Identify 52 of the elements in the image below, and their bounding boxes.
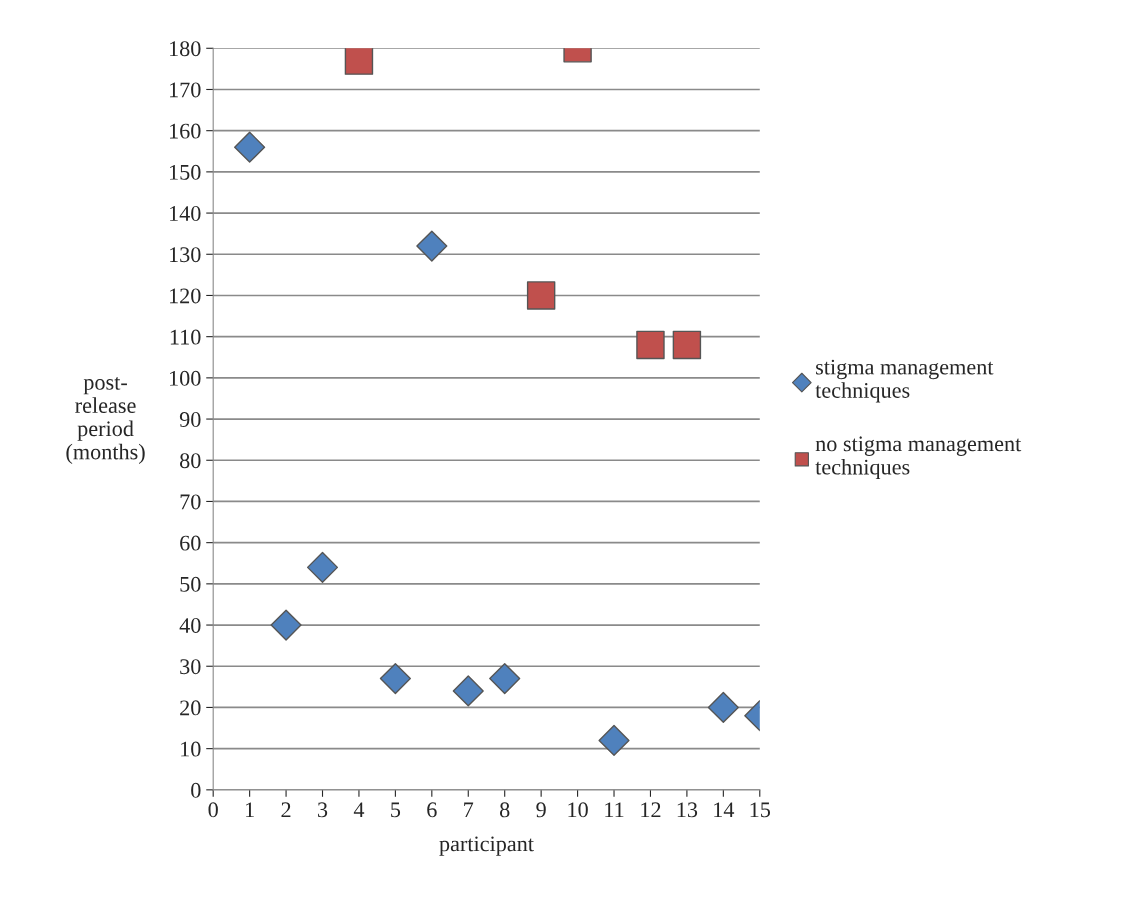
x-tick-label: 12 [641,802,661,818]
y-tick-label: 140 [170,206,201,221]
x-tick-label: 0 [208,802,218,818]
y-tick-label: 60 [180,535,201,551]
point [636,330,665,360]
y-tick-label: 20 [180,700,201,716]
legend-label: no stigma management techniques [815,436,1022,480]
x-tick-label: 11 [605,802,624,818]
point [416,230,448,262]
x-tick-label: 15 [750,802,771,818]
y-tick-label: 160 [170,123,201,139]
x-tick-label: 13 [677,802,698,818]
y-tick-label: 30 [180,659,201,675]
x-tick-label: 6 [427,802,437,818]
point [270,609,302,641]
x-axis-title: participant [439,836,534,856]
y-tick-label: 90 [179,411,201,427]
x-tick-label: 2 [281,802,291,818]
x-tick-label: 8 [500,802,510,818]
y-tick-label: 170 [170,82,201,98]
x-tick-label: 14 [714,802,735,818]
point [598,724,630,756]
y-tick-label: 0 [191,782,201,798]
point [306,551,339,583]
point [489,663,521,695]
y-tick-label: 40 [179,617,201,633]
x-tick-label: 5 [391,802,401,818]
x-tick-label: 7 [464,802,474,818]
x-tick-label: 4 [353,802,365,818]
y-tick-label: 50 [180,576,201,592]
y-tick-label: 120 [170,288,201,304]
point [526,281,556,310]
y-tick-label: 10 [181,741,201,757]
point [672,330,702,360]
y-tick-label: 150 [170,164,201,180]
y-tick-label: 70 [180,494,201,510]
y-tick-label: 80 [180,453,201,469]
x-tick-label: 3 [318,802,328,818]
point [344,48,374,75]
point [707,691,739,724]
y-axis-title: post- release period (months) [66,377,145,464]
x-tick-label: 1 [246,802,254,818]
y-tick-label: 180 [170,41,201,57]
point [452,675,484,707]
point [379,663,411,695]
point [234,131,266,163]
legend-label: stigma management techniques [815,359,994,403]
x-tick-label: 10 [568,802,588,818]
y-tick-label: 110 [170,329,201,345]
y-tick-label: 100 [170,370,201,386]
x-tick-label: 9 [536,802,546,818]
y-tick-label: 130 [170,247,201,263]
